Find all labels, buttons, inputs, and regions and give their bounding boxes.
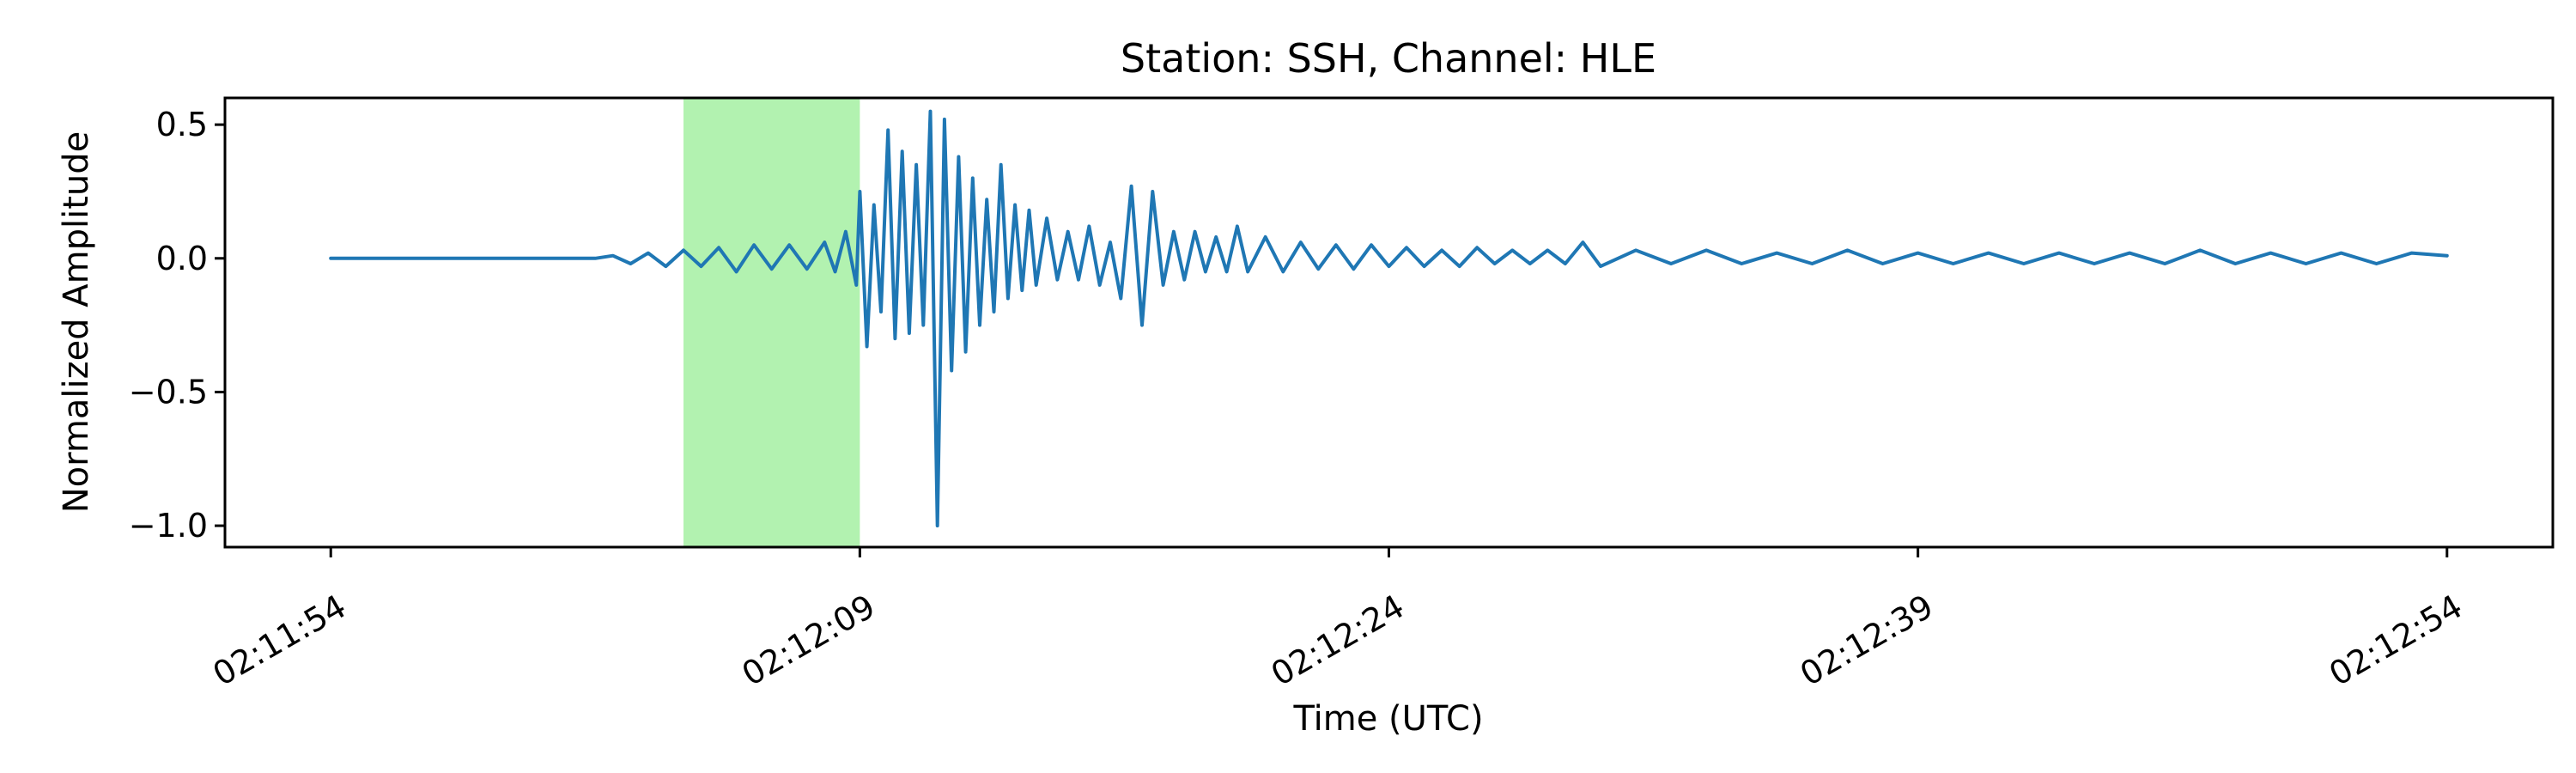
x-axis: 02:11:54 02:12:09 02:12:24 02:12:39 02:12:54 bbox=[207, 547, 2469, 693]
y-tick-label: −0.5 bbox=[129, 373, 208, 411]
x-tick-label: 02:12:24 bbox=[1265, 587, 1411, 693]
chart-title: Station: SSH, Channel: HLE bbox=[1121, 35, 1656, 82]
highlight-window bbox=[683, 98, 860, 547]
x-tick-label: 02:12:54 bbox=[2323, 587, 2469, 693]
y-tick-label: 0.5 bbox=[156, 106, 208, 143]
x-tick-label: 02:12:39 bbox=[1794, 587, 1940, 693]
plot-area bbox=[329, 98, 2449, 547]
x-tick-label: 02:12:09 bbox=[736, 587, 882, 693]
x-axis-label: Time (UTC) bbox=[1292, 699, 1483, 739]
x-tick-label: 02:11:54 bbox=[207, 587, 353, 693]
y-tick-label: 0.0 bbox=[156, 240, 208, 277]
waveform-line-0 bbox=[329, 109, 2449, 528]
y-tick-label: −1.0 bbox=[129, 507, 208, 545]
y-axis-label: Normalized Amplitude bbox=[57, 131, 96, 514]
y-axis: 0.5 0.0 −0.5 −1.0 bbox=[129, 106, 225, 545]
plot-frame bbox=[223, 96, 2555, 549]
